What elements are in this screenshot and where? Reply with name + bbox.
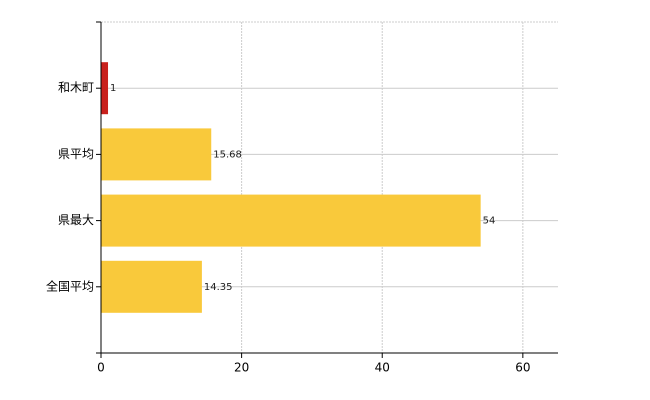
- y-tick-label: 県平均: [58, 147, 94, 161]
- bar: [101, 128, 212, 181]
- y-tick-label: 県最大: [58, 213, 94, 227]
- x-tick-label: 40: [375, 361, 390, 375]
- x-tick-label: 60: [515, 361, 530, 375]
- bar: [101, 194, 481, 247]
- bar: [101, 62, 109, 115]
- bar: [101, 260, 202, 313]
- value-label: 1: [110, 83, 116, 94]
- y-tick-label: 全国平均: [46, 278, 94, 293]
- value-label: 15.68: [213, 149, 242, 160]
- value-label: 14.35: [204, 282, 233, 293]
- x-tick-label: 0: [97, 361, 105, 375]
- value-label: 54: [483, 216, 496, 227]
- y-tick-label: 和木町: [58, 81, 94, 95]
- x-tick-label: 20: [234, 361, 249, 375]
